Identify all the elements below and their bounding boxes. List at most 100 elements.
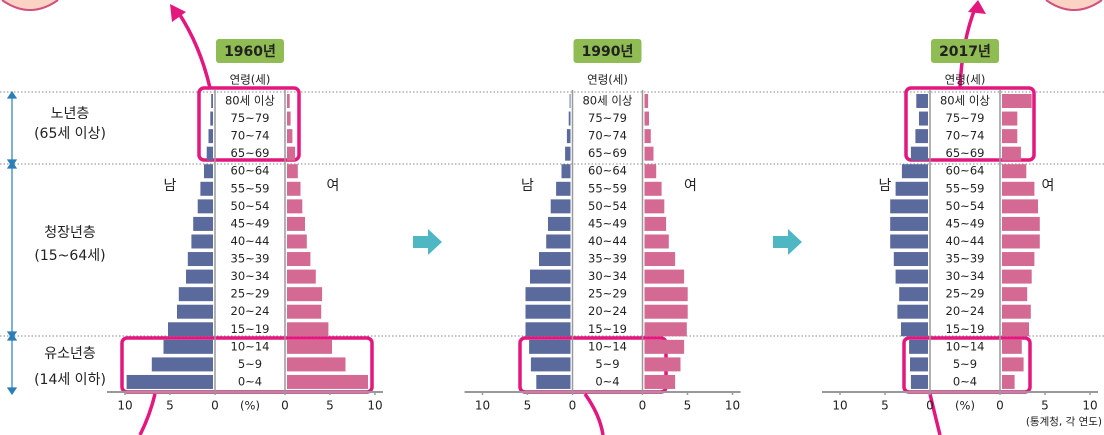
age-label: 30~34 xyxy=(231,269,270,283)
bar xyxy=(204,164,213,179)
x-tick-label: 10 xyxy=(117,399,132,413)
year-badge xyxy=(216,39,284,63)
bar xyxy=(163,339,213,354)
bar xyxy=(644,181,662,196)
bar xyxy=(151,357,213,372)
bar xyxy=(1002,111,1018,126)
bar xyxy=(919,111,928,126)
age-label: 55~59 xyxy=(231,181,270,195)
x-tick-label: 5 xyxy=(326,399,334,413)
legend-label: 여 xyxy=(684,178,697,194)
bar xyxy=(548,216,571,231)
bar xyxy=(539,252,571,267)
age-label: 30~34 xyxy=(946,269,985,283)
bar xyxy=(287,287,323,302)
bar xyxy=(529,339,571,354)
age-label: 0~4 xyxy=(953,374,977,388)
age-label: 75~79 xyxy=(231,111,270,125)
x-tick-label: 5 xyxy=(166,399,174,413)
age-label: 65~69 xyxy=(231,146,270,160)
bar xyxy=(168,322,213,337)
bar xyxy=(644,234,669,249)
bar xyxy=(287,234,307,249)
year-badge xyxy=(573,39,642,63)
legend-label: 남 xyxy=(879,178,892,194)
bar xyxy=(1002,374,1015,389)
age-label: 5~9 xyxy=(953,357,977,371)
character-face xyxy=(1045,0,1103,11)
bar xyxy=(644,339,685,354)
bar xyxy=(565,146,571,161)
bar xyxy=(287,216,305,231)
age-label: 70~74 xyxy=(588,129,627,143)
bar xyxy=(191,234,213,249)
bar xyxy=(126,374,213,389)
bar xyxy=(569,94,571,108)
bar xyxy=(899,287,928,302)
age-label: 50~54 xyxy=(588,199,627,213)
bar xyxy=(890,216,928,231)
x-tick-label: 0 xyxy=(211,399,219,413)
bar xyxy=(287,357,346,372)
age-group-label: 노년층 xyxy=(51,106,90,122)
legend-label: 여 xyxy=(1042,178,1055,194)
bar xyxy=(193,216,213,231)
age-group-range: (15~64세) xyxy=(34,248,105,264)
age-label: 45~49 xyxy=(231,216,270,230)
bar xyxy=(208,129,213,144)
bar xyxy=(1002,216,1040,231)
bar xyxy=(1002,304,1031,319)
age-group-range: (65세 이상) xyxy=(34,126,106,142)
bar xyxy=(644,304,688,319)
age-label: 0~4 xyxy=(238,374,262,388)
x-tick-label: 5 xyxy=(1041,399,1049,413)
y-axis-label: 연령(세) xyxy=(945,73,986,87)
bar xyxy=(287,94,290,108)
age-label: 15~19 xyxy=(231,322,270,336)
age-label: 80세 이상 xyxy=(940,94,990,108)
age-label: 45~49 xyxy=(946,216,985,230)
bar xyxy=(1002,199,1038,214)
age-label: 60~64 xyxy=(588,164,627,178)
bar xyxy=(178,287,213,302)
legend-label: 남 xyxy=(521,178,534,194)
age-label: 20~24 xyxy=(231,304,270,318)
bar xyxy=(550,199,571,214)
bar xyxy=(187,252,213,267)
age-label: 25~29 xyxy=(588,287,627,301)
bar xyxy=(566,129,571,144)
bar xyxy=(210,111,213,126)
x-tick-label: 10 xyxy=(1082,399,1097,413)
bar xyxy=(197,199,213,214)
bar xyxy=(644,146,654,161)
age-label: 25~29 xyxy=(231,287,270,301)
age-label: 30~34 xyxy=(588,269,627,283)
x-tick-label: 10 xyxy=(725,399,740,413)
bar xyxy=(546,234,571,249)
bar xyxy=(895,269,928,284)
source-note: (통계청, 각 연도) xyxy=(1026,416,1102,428)
bar xyxy=(287,339,332,354)
bar xyxy=(644,374,676,389)
arrow-heads xyxy=(170,0,986,22)
bar xyxy=(287,181,301,196)
bar xyxy=(901,322,928,337)
x-tick-label: 10 xyxy=(832,399,847,413)
age-label: 15~19 xyxy=(588,322,627,336)
bar xyxy=(1002,164,1027,179)
x-tick-label: 0 xyxy=(281,399,289,413)
bar xyxy=(287,304,322,319)
age-label: 40~44 xyxy=(231,234,270,248)
bar xyxy=(568,111,571,126)
chart-title: 1990년 xyxy=(582,44,634,60)
y-axis-label: 연령(세) xyxy=(230,73,271,87)
year-badge xyxy=(931,39,999,63)
x-tick-label: 0 xyxy=(569,399,577,413)
bar xyxy=(895,181,928,196)
bar xyxy=(530,269,571,284)
bar xyxy=(206,146,213,161)
bar xyxy=(644,164,657,179)
bar xyxy=(1002,322,1029,337)
bar xyxy=(915,129,928,144)
bar xyxy=(1002,252,1035,267)
